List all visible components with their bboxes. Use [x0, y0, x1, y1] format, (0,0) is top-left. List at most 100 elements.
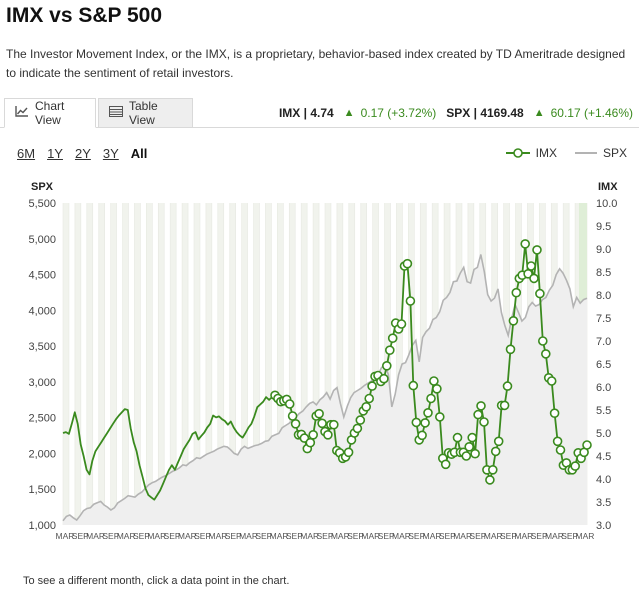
x-tick-label: MAR: [514, 531, 533, 541]
imx-data-point: [464, 441, 475, 452]
range-1y[interactable]: 1Y: [47, 146, 63, 161]
right-tick-label: 3.5: [596, 497, 611, 509]
imx-data-point: [387, 333, 398, 343]
right-tick-label: 8.5: [596, 267, 611, 279]
imx-quote-name: IMX: [278, 106, 301, 120]
right-tick-label: 6.5: [596, 359, 611, 371]
imx-data-point: [467, 432, 478, 443]
imx-data-point: [417, 430, 427, 441]
x-tick-label: SEP: [194, 531, 211, 541]
right-tick-label: 6.0: [596, 382, 611, 394]
left-axis-title: SPX: [31, 181, 54, 193]
x-tick-label: MAR: [545, 531, 564, 541]
left-tick-label: 5,500: [28, 198, 56, 210]
imx-data-point: [479, 417, 489, 427]
imx-data-point: [317, 418, 327, 429]
imx-data-point: [408, 380, 419, 391]
x-tick-label: MAR: [208, 531, 227, 541]
time-range-selector: 6M 1Y 2Y 3Y All: [17, 146, 147, 161]
imx-data-point: [470, 448, 480, 459]
imx-data-point: [423, 408, 433, 418]
imx-up-arrow-icon: ▲: [343, 107, 355, 119]
imx-data-point: [502, 381, 513, 391]
imx-data-point: [411, 417, 422, 428]
imx-data-point: [473, 409, 483, 420]
imx-data-point: [487, 464, 498, 475]
x-tick-label: MAR: [453, 531, 472, 541]
right-tick-label: 3.0: [596, 520, 611, 532]
x-tick-label: MAR: [484, 531, 503, 541]
tab-chart-view[interactable]: Chart View: [4, 98, 96, 128]
x-tick-label: SEP: [439, 531, 456, 541]
range-2y[interactable]: 2Y: [74, 146, 91, 161]
page-title: IMX vs S&P 500: [6, 4, 163, 27]
chart-band: [146, 203, 153, 525]
imx-data-point: [328, 419, 339, 430]
right-tick-label: 10.0: [596, 198, 617, 210]
right-tick-label: 5.0: [596, 428, 611, 440]
x-tick-label: MAR: [331, 531, 350, 541]
x-tick-label: SEP: [561, 531, 578, 541]
range-6m[interactable]: 6M: [17, 146, 36, 161]
x-tick-label: SEP: [500, 531, 517, 541]
x-tick-label: MAR: [56, 531, 75, 541]
x-tick-label: MAR: [392, 531, 411, 541]
imx-data-point: [546, 376, 557, 386]
imx-data-point: [526, 261, 536, 271]
x-tick-label: SEP: [531, 531, 548, 541]
imx-data-point: [314, 408, 324, 419]
chart-band: [98, 203, 105, 525]
imx-data-point: [308, 429, 319, 440]
imx-data-point: [379, 373, 389, 384]
chart-band: [372, 203, 379, 525]
spx-quote-name: SPX: [446, 106, 471, 120]
imx-data-point: [343, 447, 354, 458]
legend-label-spx: SPX: [602, 146, 627, 160]
range-3y[interactable]: 3Y: [102, 146, 119, 161]
left-tick-label: 2,500: [28, 413, 56, 425]
tab-table-view[interactable]: Table View: [98, 98, 193, 128]
imx-data-point: [434, 412, 445, 422]
chart-band: [265, 203, 272, 525]
x-tick-label: MAR: [300, 531, 319, 541]
quote-summary: IMX | 4.74 ▲ 0.17 (+3.72%) SPX | 4169.48…: [279, 98, 633, 128]
range-all[interactable]: All: [130, 146, 148, 161]
imx-data-point: [355, 415, 366, 425]
right-tick-label: 4.5: [596, 451, 611, 463]
chart-band: [301, 203, 308, 525]
imx-data-point: [493, 436, 504, 447]
x-tick-label: SEP: [347, 531, 364, 541]
legend-item-spx[interactable]: SPX: [574, 146, 627, 160]
left-tick-label: 5,000: [28, 234, 56, 246]
tab-table-view-label: Table View: [129, 99, 158, 127]
x-tick-label: MAR: [147, 531, 166, 541]
imx-data-point: [570, 461, 581, 471]
imx-spx-chart: SPX IMX 5,500 5,000 4,500 4,000 3,500 3,000 2,50…: [28, 181, 618, 541]
imx-data-point: [402, 258, 413, 269]
imx-data-point: [287, 411, 298, 421]
x-tick-label: SEP: [316, 531, 333, 541]
imx-legend-marker-icon: [505, 148, 530, 158]
left-tick-label: 1,500: [28, 484, 56, 496]
footer-note: To see a different month, click a data p…: [23, 575, 290, 587]
imx-data-point: [361, 402, 372, 412]
right-tick-label: 8.0: [596, 290, 611, 302]
view-toolbar: Chart View Table View IMX | 4.74 ▲ 0.17 …: [0, 98, 639, 128]
legend-item-imx[interactable]: IMX: [505, 146, 557, 160]
left-tick-label: 2,000: [28, 448, 56, 460]
imx-data-point: [490, 446, 501, 457]
spx-area: [63, 254, 587, 525]
chart-band: [86, 203, 93, 525]
imx-data-point: [555, 445, 566, 455]
x-tick-label: MAR: [239, 531, 258, 541]
imx-data-point: [352, 423, 363, 434]
right-tick-label: 7.0: [596, 336, 611, 348]
chart-band: [217, 203, 224, 525]
chart-band: [205, 203, 212, 525]
chart-band: [348, 203, 355, 525]
imx-data-point: [549, 408, 560, 418]
x-tick-label: SEP: [469, 531, 486, 541]
chart-band: [253, 203, 260, 525]
left-tick-label: 4,500: [28, 270, 56, 282]
imx-data-point: [532, 245, 542, 255]
